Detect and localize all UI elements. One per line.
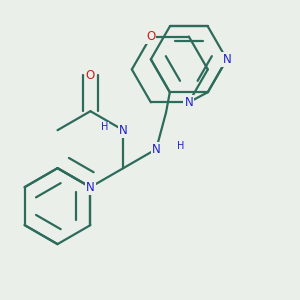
Text: H: H xyxy=(101,122,109,132)
Text: O: O xyxy=(146,30,155,43)
Text: O: O xyxy=(86,69,95,82)
Text: N: N xyxy=(222,53,231,66)
Text: N: N xyxy=(152,143,161,156)
Text: N: N xyxy=(184,96,193,109)
Text: H: H xyxy=(177,141,185,151)
Text: N: N xyxy=(86,181,95,194)
Text: N: N xyxy=(119,124,128,137)
